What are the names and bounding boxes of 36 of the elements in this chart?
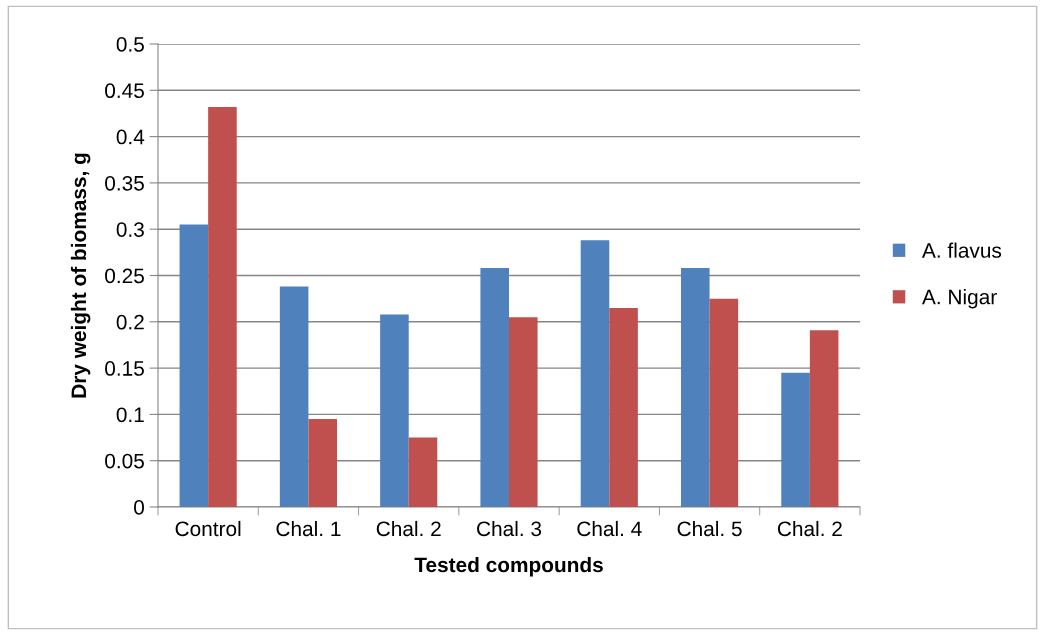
x-tick-label: Chal. 3 xyxy=(477,520,542,537)
y-tick-label: 0.5 xyxy=(116,37,144,52)
bar xyxy=(609,307,638,507)
y-tick-label: 0.05 xyxy=(105,453,144,469)
x-tick-label: Chal. 1 xyxy=(276,520,341,537)
bar xyxy=(781,372,810,507)
legend-label: A. flavus xyxy=(922,242,1002,258)
legend-label: A. Nigar xyxy=(922,289,997,309)
bar xyxy=(279,286,309,507)
x-tick-label: Control xyxy=(175,520,241,537)
y-tick-label: 0.3 xyxy=(116,222,144,237)
x-tick-label: Chal. 4 xyxy=(577,520,642,537)
bar xyxy=(680,268,710,507)
y-tick-label: 0.25 xyxy=(105,268,144,284)
bar xyxy=(208,106,237,507)
y-tick-label: 0.1 xyxy=(116,407,144,423)
y-axis-title: Dry weight of biomass, g xyxy=(70,153,91,398)
y-tick-label: 0.35 xyxy=(105,175,144,191)
y-tick-label: 0.15 xyxy=(105,361,144,376)
x-tick-label: Chal. 5 xyxy=(677,520,742,537)
y-tick-label: 0.2 xyxy=(116,314,144,330)
bar xyxy=(580,240,610,507)
bar xyxy=(480,268,509,507)
y-tick-label: 0.4 xyxy=(116,129,145,145)
bar xyxy=(179,224,209,507)
y-tick-label: 0 xyxy=(134,500,144,515)
bar xyxy=(408,437,438,507)
bar xyxy=(509,317,538,507)
y-tick-label: 0.45 xyxy=(105,83,144,99)
bar xyxy=(308,419,338,507)
x-tick-label: Chal. 2 xyxy=(777,520,842,537)
x-axis-title: Tested compounds xyxy=(414,556,603,577)
bar xyxy=(709,298,739,507)
bar xyxy=(809,330,839,507)
x-tick-label: Chal. 2 xyxy=(376,520,441,537)
bar xyxy=(380,314,409,507)
